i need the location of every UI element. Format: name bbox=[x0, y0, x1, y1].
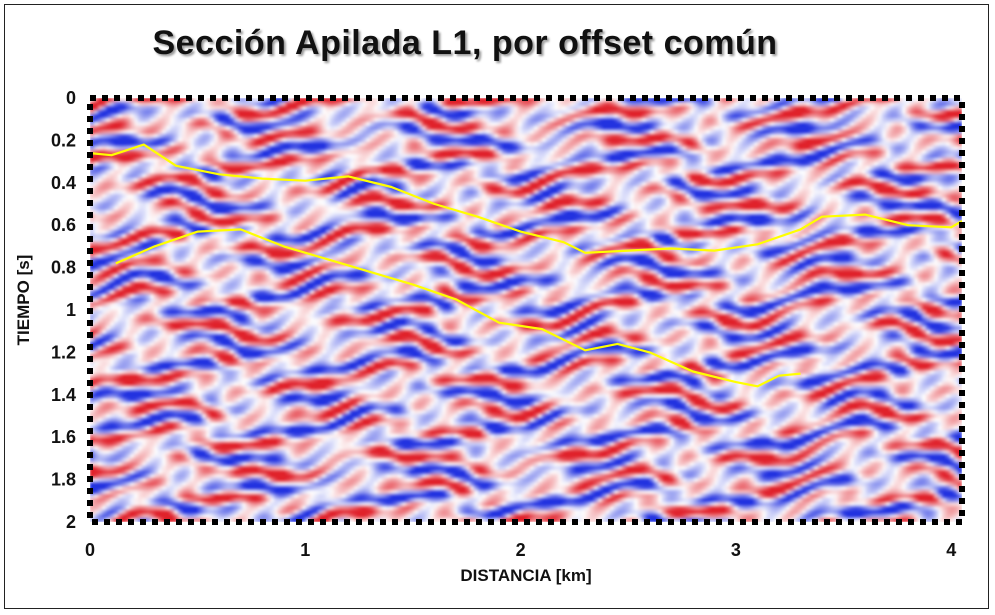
y-tick-label: 0.8 bbox=[51, 258, 76, 278]
y-tick-label: 0.6 bbox=[51, 215, 76, 235]
x-tick-label: 0 bbox=[85, 540, 95, 560]
amplitude-raster bbox=[90, 98, 962, 522]
y-axis-ticks: 0 0.2 0.4 0.6 0.8 1 1.2 1.4 1.6 1.8 2 bbox=[51, 88, 76, 532]
x-axis-ticks: 0 1 2 3 4 bbox=[85, 540, 956, 560]
plot-border bbox=[87, 95, 965, 525]
horizon-line-2 bbox=[115, 228, 801, 388]
seismic-amplitude-image bbox=[90, 98, 962, 522]
y-tick-label: 0 bbox=[66, 88, 76, 108]
horizon-line-1 bbox=[90, 143, 962, 254]
horizon-lines bbox=[90, 143, 962, 388]
y-tick-label: 0.2 bbox=[51, 130, 76, 150]
y-tick-label: 1.6 bbox=[51, 427, 76, 447]
y-tick-label: 0.4 bbox=[51, 173, 76, 193]
x-tick-label: 1 bbox=[300, 540, 310, 560]
y-tick-label: 1 bbox=[66, 300, 76, 320]
x-tick-label: 2 bbox=[516, 540, 526, 560]
y-tick-label: 1.2 bbox=[51, 342, 76, 362]
y-tick-label: 1.4 bbox=[51, 385, 76, 405]
chart-title: Sección Apilada L1, por offset común bbox=[152, 24, 778, 62]
y-axis-label: TIEMPO [s] bbox=[14, 255, 33, 346]
x-tick-label: 4 bbox=[946, 540, 956, 560]
x-tick-label: 3 bbox=[731, 540, 741, 560]
x-axis-label: DISTANCIA [km] bbox=[460, 566, 591, 585]
y-tick-label: 2 bbox=[66, 512, 76, 532]
y-tick-label: 1.8 bbox=[51, 470, 76, 490]
